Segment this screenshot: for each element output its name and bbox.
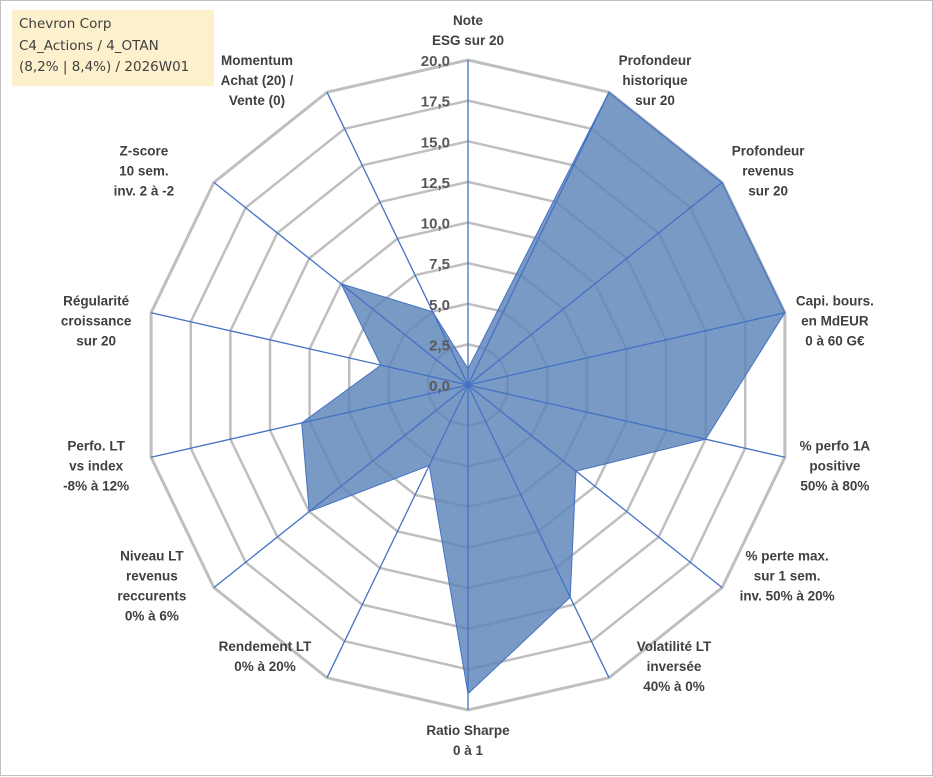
- info-company-name: Chevron Corp: [19, 14, 214, 36]
- axis-label-4-line-1: positive: [809, 458, 861, 473]
- axis-label-1: Profondeur historique sur 20: [619, 53, 692, 108]
- axis-label-2-line-0: Profondeur: [732, 143, 805, 158]
- axis-label-0-line-0: Note: [453, 13, 483, 28]
- series-area: [302, 92, 785, 694]
- axis-label-9: Niveau LT revenus reccurents 0% à 6%: [117, 549, 186, 624]
- info-category: C4_Actions / 4_OTAN: [19, 36, 214, 58]
- axis-label-10-line-0: Perfo. LT: [67, 438, 125, 453]
- tick-label-5: 12,5: [421, 175, 450, 192]
- axis-label-8-line-1: 0% à 20%: [234, 659, 296, 674]
- axis-label-9-line-3: 0% à 6%: [125, 609, 179, 624]
- tick-label-4: 10,0: [421, 216, 450, 233]
- tick-label-6: 15,0: [421, 134, 450, 151]
- axis-label-6-line-0: Volatilité LT: [637, 639, 712, 654]
- axis-label-11-line-0: Régularité: [63, 294, 130, 309]
- axis-label-4: % perfo 1A positive 50% à 80%: [800, 438, 871, 493]
- tick-label-0: 0,0: [429, 378, 450, 395]
- axis-label-4-line-0: % perfo 1A: [800, 438, 871, 453]
- axis-label-7-line-0: Ratio Sharpe: [426, 723, 510, 738]
- axis-label-5-line-2: inv. 50% à 20%: [740, 589, 835, 604]
- axis-label-1-line-1: historique: [622, 73, 688, 88]
- axis-label-9-line-2: reccurents: [117, 589, 186, 604]
- axis-label-12-line-2: inv. 2 à -2: [114, 183, 175, 198]
- axis-label-2-line-1: revenus: [742, 163, 794, 178]
- info-performance-week: (8,2% | 8,4%) / 2026W01: [19, 57, 214, 79]
- axis-label-3-line-1: en MdEUR: [801, 314, 869, 329]
- axis-label-13-line-1: Achat (20) /: [221, 73, 294, 88]
- axis-label-12-line-1: 10 sem.: [119, 163, 169, 178]
- axis-label-1-line-0: Profondeur: [619, 53, 692, 68]
- axis-label-5-line-0: % perte max.: [745, 549, 828, 564]
- axis-label-9-line-1: revenus: [126, 569, 178, 584]
- axis-label-8-line-0: Rendement LT: [219, 639, 313, 654]
- axis-label-4-line-2: 50% à 80%: [800, 478, 869, 493]
- axis-label-7: Ratio Sharpe 0 à 1: [426, 723, 510, 758]
- axis-label-6-line-2: 40% à 0%: [643, 679, 705, 694]
- axis-label-6-line-1: inversée: [647, 659, 702, 674]
- axis-label-11-line-1: croissance: [61, 314, 132, 329]
- axis-label-11-line-2: sur 20: [76, 334, 116, 349]
- tick-label-7: 17,5: [421, 94, 450, 111]
- axis-label-7-line-1: 0 à 1: [453, 743, 484, 758]
- axis-label-5: % perte max. sur 1 sem. inv. 50% à 20%: [740, 549, 835, 604]
- axis-label-13: Momentum Achat (20) / Vente (0): [221, 53, 294, 108]
- axis-label-10: Perfo. LT vs index -8% à 12%: [63, 438, 129, 493]
- axis-label-11: Régularité croissance sur 20: [61, 294, 132, 349]
- axis-label-13-line-0: Momentum: [221, 53, 293, 68]
- axis-label-12-line-0: Z-score: [120, 143, 169, 158]
- tick-label-1: 2,5: [429, 337, 450, 354]
- tick-label-8: 20,0: [421, 53, 450, 70]
- axis-label-3-line-2: 0 à 60 G€: [805, 334, 865, 349]
- axis-label-9-line-0: Niveau LT: [120, 549, 184, 564]
- axis-label-5-line-1: sur 1 sem.: [754, 569, 821, 584]
- axis-label-3: Capi. bours. en MdEUR 0 à 60 G€: [796, 294, 874, 349]
- axis-label-13-line-2: Vente (0): [229, 93, 285, 108]
- tick-label-2: 5,0: [429, 297, 450, 314]
- axis-label-12: Z-score 10 sem. inv. 2 à -2: [114, 143, 175, 198]
- axis-label-0-line-1: ESG sur 20: [432, 33, 504, 48]
- axis-label-10-line-1: vs index: [69, 458, 124, 473]
- axis-label-2: Profondeur revenus sur 20: [732, 143, 805, 198]
- axis-label-2-line-2: sur 20: [748, 183, 788, 198]
- radar-series: [302, 92, 785, 694]
- axis-label-3-line-0: Capi. bours.: [796, 294, 874, 309]
- axis-label-10-line-2: -8% à 12%: [63, 478, 129, 493]
- axis-label-0: Note ESG sur 20: [432, 13, 504, 48]
- axis-label-6: Volatilité LT inversée 40% à 0%: [637, 639, 712, 694]
- tick-label-3: 7,5: [429, 256, 450, 273]
- info-box: Chevron Corp C4_Actions / 4_OTAN (8,2% |…: [12, 10, 214, 86]
- axis-label-1-line-2: sur 20: [635, 93, 675, 108]
